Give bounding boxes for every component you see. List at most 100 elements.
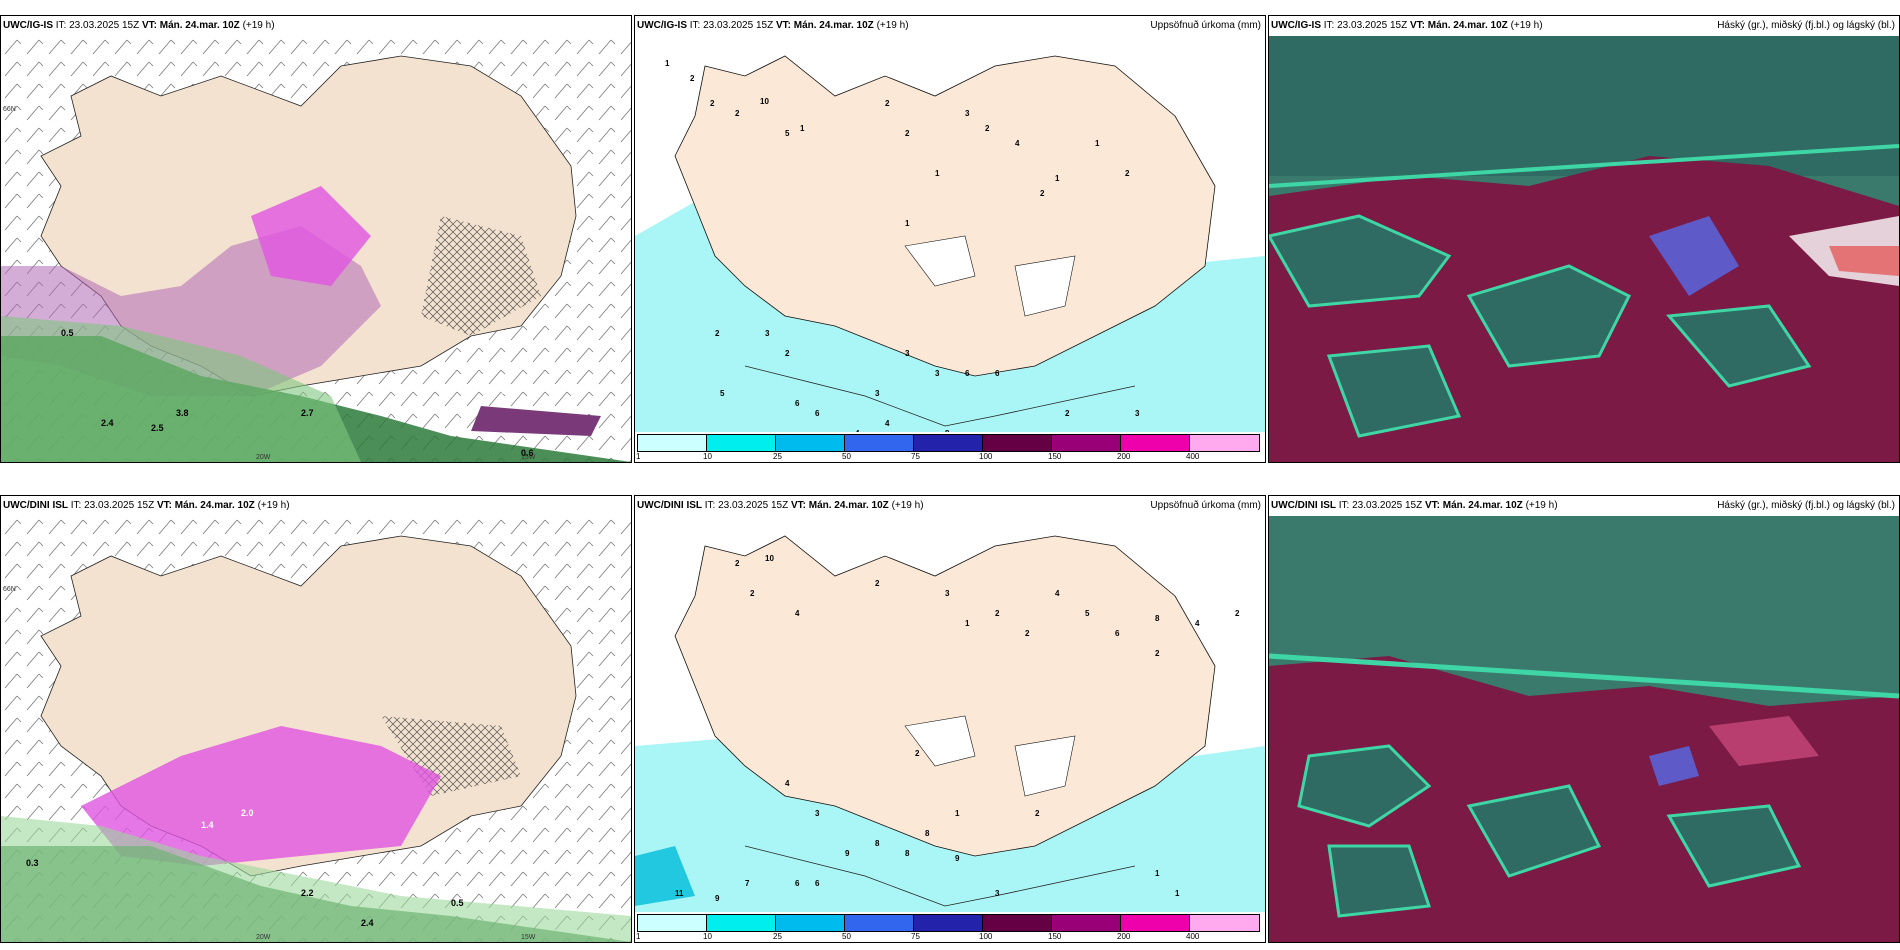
svg-text:2.4: 2.4 <box>101 418 114 428</box>
svg-text:0.5: 0.5 <box>451 898 464 908</box>
cloud-map <box>1269 36 1899 462</box>
svg-text:2: 2 <box>1065 409 1070 418</box>
svg-text:10: 10 <box>765 554 774 563</box>
panel-header: UWC/DINI ISL IT: 23.03.2025 15Z VT: Mán.… <box>1269 496 1899 516</box>
colorbar-bin <box>845 915 914 931</box>
svg-text:2: 2 <box>985 124 990 133</box>
lead-time: (+19 h) <box>242 20 275 31</box>
svg-text:8: 8 <box>925 829 930 838</box>
snow-area <box>81 726 441 866</box>
svg-text:6: 6 <box>995 369 1000 378</box>
panel-header: UWC/DINI ISL IT: 23.03.2025 15Z VT: Mán.… <box>637 500 1261 516</box>
lead-time: (+19 h) <box>876 20 909 31</box>
colorbar-bin <box>707 915 776 931</box>
vt-value: Mán. 24.mar. 10Z <box>1442 500 1523 511</box>
svg-text:2: 2 <box>710 99 715 108</box>
cloud-hatch <box>421 216 541 336</box>
colorbar-tick: 200 <box>1117 452 1131 461</box>
svg-text:9: 9 <box>845 849 850 858</box>
svg-text:6: 6 <box>795 879 800 888</box>
colorbar-tick: 25 <box>773 932 782 941</box>
lead-time: (+19 h) <box>257 500 290 511</box>
colorbar-tick: 1 <box>636 932 641 941</box>
svg-text:1: 1 <box>1095 139 1100 148</box>
model-name: UWC/IG-IS <box>3 20 53 31</box>
it-label: IT: <box>689 20 701 31</box>
svg-text:1: 1 <box>800 124 805 133</box>
model-name: UWC/IG-IS <box>637 20 687 31</box>
colorbar-bin <box>707 435 776 451</box>
svg-text:0.6: 0.6 <box>521 448 534 458</box>
precip-map: 1 2 2 2 10 1 5 2 2 1 3 2 4 1 1 2 2 1 2 3… <box>635 55 1265 450</box>
svg-text:1: 1 <box>1175 889 1180 898</box>
svg-text:4: 4 <box>1015 139 1020 148</box>
glacier <box>904 235 976 287</box>
panel-header: UWC/IG-IS IT: 23.03.2025 15Z VT: Mán. 24… <box>3 20 627 36</box>
precip-map: 2 2 10 4 2 3 1 2 2 4 5 6 8 4 2 2 2 1 3 4… <box>635 535 1265 930</box>
lon-label-15w: 15W <box>521 934 536 941</box>
svg-text:1: 1 <box>665 59 670 68</box>
svg-text:3: 3 <box>815 809 820 818</box>
svg-text:4: 4 <box>795 609 800 618</box>
svg-text:2: 2 <box>735 559 740 568</box>
panel-precip-dini: UWC/DINI ISL IT: 23.03.2025 15Z VT: Mán.… <box>634 495 1266 943</box>
svg-text:0.3: 0.3 <box>26 858 39 868</box>
svg-text:3: 3 <box>935 369 940 378</box>
svg-text:2.0: 2.0 <box>241 808 254 818</box>
it-label: IT: <box>704 500 716 511</box>
colorbar-tick: 400 <box>1186 452 1200 461</box>
svg-text:2: 2 <box>915 749 920 758</box>
svg-text:1: 1 <box>955 809 960 818</box>
svg-text:4: 4 <box>1195 619 1200 628</box>
panel-header: UWC/IG-IS IT: 23.03.2025 15Z VT: Mán. 24… <box>637 20 1261 36</box>
svg-text:0.3: 0.3 <box>501 386 514 396</box>
svg-text:2: 2 <box>875 579 880 588</box>
vt-value: Mán. 24.mar. 10Z <box>793 20 874 31</box>
colorbar-tick: 10 <box>703 932 712 941</box>
colorbar-tick: 50 <box>842 932 851 941</box>
model-name: UWC/DINI ISL <box>1271 500 1336 511</box>
lead-time: (+19 h) <box>1525 500 1558 511</box>
lon-label-20w: 20W <box>256 454 271 461</box>
svg-text:4: 4 <box>1055 589 1060 598</box>
svg-text:2: 2 <box>715 329 720 338</box>
colorbar-bin <box>776 915 845 931</box>
svg-text:6: 6 <box>815 879 820 888</box>
colorbar: 1 10 25 50 75 100 150 200 400 <box>635 432 1265 462</box>
svg-text:3: 3 <box>875 389 880 398</box>
svg-text:9: 9 <box>955 854 960 863</box>
svg-text:6: 6 <box>795 399 800 408</box>
it-value: 23.03.2025 15Z <box>69 20 140 31</box>
it-label: IT: <box>70 500 82 511</box>
svg-text:6: 6 <box>965 369 970 378</box>
model-name: UWC/IG-IS <box>1271 20 1321 31</box>
panel-cloud-igis: UWC/IG-IS IT: 23.03.2025 15Z VT: Mán. 24… <box>1268 15 1900 463</box>
colorbar-bin <box>638 915 707 931</box>
svg-text:2: 2 <box>750 589 755 598</box>
colorbar-tick: 400 <box>1186 932 1200 941</box>
svg-text:10: 10 <box>760 97 769 106</box>
it-value: 23.03.2025 15Z <box>718 500 789 511</box>
colorbar-tick: 50 <box>842 452 851 461</box>
vt-value: Mán. 24.mar. 10Z <box>174 500 255 511</box>
colorbar-tick: 150 <box>1048 932 1062 941</box>
lon-label-20w: 20W <box>256 934 271 941</box>
colorbar-bin <box>983 435 1052 451</box>
it-value: 23.03.2025 15Z <box>84 500 155 511</box>
svg-text:8: 8 <box>875 839 880 848</box>
colorbar-tick: 75 <box>911 452 920 461</box>
model-name: UWC/DINI ISL <box>637 500 702 511</box>
colorbar-tick: 100 <box>979 452 993 461</box>
svg-text:2: 2 <box>885 99 890 108</box>
it-label: IT: <box>55 20 67 31</box>
svg-text:3: 3 <box>965 109 970 118</box>
svg-text:5: 5 <box>720 389 725 398</box>
colorbar-bin <box>1190 435 1259 451</box>
colorbar-tick: 1 <box>636 452 641 461</box>
svg-text:7: 7 <box>745 879 750 888</box>
svg-text:2: 2 <box>1235 609 1240 618</box>
colorbar-bin <box>1121 915 1190 931</box>
svg-text:1: 1 <box>1055 174 1060 183</box>
it-value: 23.03.2025 15Z <box>703 20 774 31</box>
cloud-title: Háský (gr.), miðský (fj.bl.) og lágský (… <box>1717 20 1895 31</box>
